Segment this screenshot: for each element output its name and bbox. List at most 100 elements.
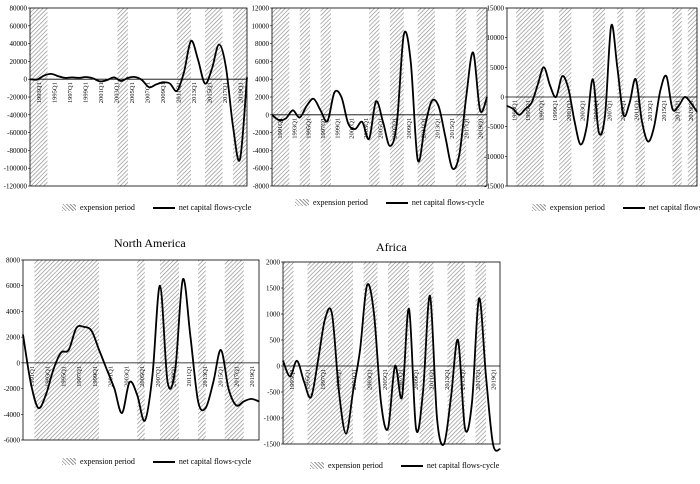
x-tick-label: 1999Q1 — [334, 118, 341, 139]
y-tick-label: 2000 — [6, 334, 21, 342]
y-tick-label: -80000 — [7, 147, 27, 155]
data-point — [134, 76, 136, 78]
y-tick-label: 8000 — [255, 40, 270, 48]
data-point — [212, 381, 214, 383]
y-tick-label: -40000 — [7, 111, 27, 119]
data-point — [68, 349, 70, 351]
y-tick-label: 4000 — [255, 76, 270, 84]
data-point — [113, 387, 115, 390]
data-point — [622, 114, 625, 116]
data-point — [472, 51, 474, 54]
data-point — [285, 117, 287, 119]
x-tick-label: 1995Q1 — [51, 82, 58, 103]
y-tick-label: 60000 — [10, 22, 28, 30]
data-point — [549, 84, 551, 86]
y-tick-label: -1000 — [264, 415, 281, 423]
data-point — [211, 67, 213, 70]
expansion-swatch — [532, 204, 546, 211]
data-point — [479, 109, 481, 111]
x-tick-label: 2019Q1 — [490, 369, 497, 390]
x-tick-label: 2007Q1 — [397, 369, 404, 390]
data-point — [486, 96, 488, 98]
data-point — [92, 77, 94, 79]
x-tick-label: 2005Q1 — [382, 369, 389, 390]
series-legend-label: net capital flows-cycle — [178, 203, 252, 212]
data-point — [671, 108, 674, 110]
y-tick-label: -6000 — [253, 165, 270, 173]
chart-legend: expension period net capital flows-cycle — [295, 198, 484, 207]
data-point — [458, 154, 460, 156]
data-point — [518, 114, 520, 116]
x-tick-label: 2013Q1 — [435, 118, 442, 139]
y-tick-label: -500 — [267, 389, 280, 397]
data-point — [394, 365, 396, 367]
expansion-period-band — [137, 260, 145, 440]
data-point — [464, 427, 466, 429]
data-point — [225, 67, 227, 69]
data-point — [478, 297, 480, 299]
data-point — [71, 76, 73, 79]
y-tick-label: 0 — [17, 359, 21, 367]
y-tick-label: -10000 — [484, 153, 504, 161]
chart-title: Africa — [376, 240, 407, 254]
y-tick-label: -6000 — [4, 437, 21, 445]
expansion-period-band — [34, 260, 100, 440]
data-point — [120, 80, 122, 82]
expansion-swatch — [62, 458, 76, 465]
x-tick-label: 2003Q1 — [123, 366, 130, 387]
data-point — [190, 40, 192, 42]
expansion-period-band — [224, 260, 244, 440]
x-tick-label: 2019Q1 — [249, 366, 256, 387]
x-tick-label: 2015Q1 — [218, 366, 225, 387]
chart-title: North America — [114, 236, 186, 250]
x-tick-label: 2015Q1 — [206, 82, 213, 103]
data-point — [543, 66, 545, 68]
y-tick-label: 2000 — [255, 94, 270, 102]
data-point — [429, 295, 431, 297]
data-point — [641, 120, 643, 122]
expansion-period-band — [447, 262, 465, 444]
y-tick-label: 1500 — [266, 285, 281, 293]
y-tick-label: 0 — [501, 94, 505, 102]
data-point — [106, 79, 108, 81]
data-point — [410, 60, 412, 63]
chart-panel-3: North America 8000 6000 4000 2000 0 -2000 -400… — [0, 234, 262, 474]
expansion-swatch — [295, 199, 309, 206]
x-tick-label: 1997Q1 — [76, 366, 83, 387]
data-point — [561, 75, 563, 77]
y-tick-label: -100000 — [4, 165, 28, 173]
expansion-period-band — [369, 8, 380, 186]
x-tick-label: 1995Q1 — [304, 369, 311, 390]
data-point — [144, 420, 146, 422]
data-point — [659, 90, 661, 92]
y-tick-label: 40000 — [10, 40, 28, 48]
data-point — [616, 66, 618, 68]
data-point — [141, 79, 143, 81]
x-tick-label: 2003Q1 — [113, 82, 120, 103]
data-point — [352, 391, 354, 393]
data-point — [457, 339, 459, 341]
x-tick-label: 2011Q1 — [428, 369, 435, 390]
y-tick-label: -5000 — [488, 123, 505, 131]
data-point — [604, 114, 606, 116]
data-point — [169, 83, 171, 85]
expansion-legend-label: expension period — [80, 203, 135, 212]
expansion-period-band — [419, 262, 434, 444]
data-point — [113, 76, 115, 79]
data-point — [64, 77, 66, 79]
x-tick-label: 1993Q1 — [291, 118, 298, 139]
x-tick-label: 1991Q1 — [29, 366, 36, 387]
x-tick-label: 2013Q1 — [202, 366, 209, 387]
data-point — [317, 360, 319, 362]
data-point — [98, 349, 100, 351]
x-tick-label: 1997Q1 — [539, 100, 546, 121]
data-point — [289, 375, 291, 377]
data-point — [422, 391, 424, 393]
x-tick-label: 2001Q1 — [98, 82, 105, 103]
x-tick-label: 2015Q1 — [661, 100, 668, 121]
data-point — [696, 111, 698, 113]
chart-svg: 80000 60000 40000 20000 0 -20000 -40000 -60000 -… — [4, 5, 248, 191]
y-tick-label: 80000 — [10, 5, 28, 13]
expansion-legend-label: expension period — [313, 198, 368, 207]
expansion-period-band — [272, 8, 290, 186]
